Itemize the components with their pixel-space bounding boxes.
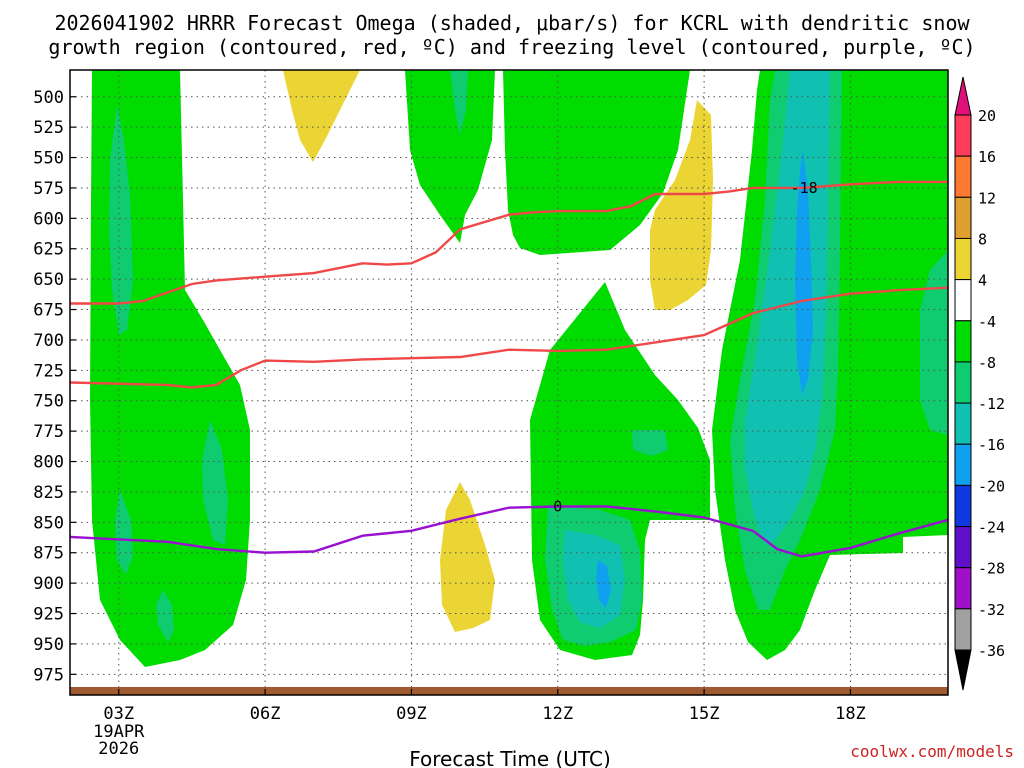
omega-region-center-blue (596, 560, 611, 608)
omega-region-yellow-a (283, 70, 360, 162)
colorbar-label: -32 (978, 601, 1005, 619)
colorbar-label: -8 (978, 354, 996, 372)
x-tick-label: 18Z (835, 704, 866, 724)
y-tick-label: 500 (33, 88, 64, 108)
freezing-contour-label: 0 (553, 498, 562, 516)
omega-region-left-teal-c (156, 590, 174, 642)
colorbar-swatch (954, 361, 972, 404)
colorbar-swatch (954, 114, 972, 157)
y-tick-label: 775 (33, 422, 64, 442)
x-tick-sublabel: 2026 (98, 739, 139, 759)
contour-lines (70, 180, 948, 558)
x-axis-label: Forecast Time (UTC) (409, 747, 611, 768)
plot-frame (69, 69, 949, 696)
y-tick-label: 975 (33, 665, 64, 685)
chart-title-line2: growth region (contoured, red, ºC) and f… (48, 35, 975, 59)
x-tick-label: 06Z (250, 704, 281, 724)
y-tick-label: 750 (33, 392, 64, 412)
y-tick-label: 725 (33, 361, 64, 381)
omega-region-mid-green-b (503, 70, 690, 255)
omega-region-left-teal-b (115, 490, 133, 575)
colorbar-swatch (954, 526, 972, 569)
colorbar-swatch (954, 608, 972, 651)
x-tick-sublabel: 19APR (93, 722, 145, 742)
y-tick-label: 900 (33, 574, 64, 594)
y-tick-label: 625 (33, 240, 64, 260)
freezing-level-contour (70, 505, 948, 558)
colorbar-label: 8 (978, 230, 987, 248)
colorbar-label: -20 (978, 477, 1005, 495)
colorbar-swatch (954, 567, 972, 610)
colorbar-label: 20 (978, 107, 996, 125)
colorbar-label: 16 (978, 148, 996, 166)
colorbar-label: 4 (978, 272, 987, 290)
grid-lines (70, 70, 948, 695)
colorbar-swatch (954, 484, 972, 528)
colorbar-label: -16 (978, 436, 1005, 454)
y-tick-label: 700 (33, 331, 64, 351)
colorbar-swatch (954, 237, 972, 281)
y-tick-label: 675 (33, 301, 64, 321)
ground-surface (70, 687, 948, 695)
omega-shading (70, 70, 948, 695)
x-tick-label: 03Z (103, 704, 134, 724)
y-tick-label: 850 (33, 513, 64, 533)
x-tick-label: 12Z (542, 704, 573, 724)
chart-title-line1: 2026041902 HRRR Forecast Omega (shaded, … (54, 11, 970, 35)
colorbar-swatch (954, 155, 972, 198)
colorbar-label: -28 (978, 560, 1005, 578)
omega-region-yellow-b (650, 100, 713, 310)
y-tick-label: 950 (33, 635, 64, 655)
colorbar-label: -36 (978, 642, 1005, 660)
dgz-bottom-contour (70, 286, 948, 389)
y-tick-label: 600 (33, 209, 64, 229)
omega-region-right-blue (795, 150, 813, 395)
omega-region-left-teal-a (109, 105, 133, 335)
y-tick-label: 575 (33, 179, 64, 199)
omega-region-mid-green-a (405, 70, 495, 243)
colorbar-swatch (954, 443, 972, 486)
y-tick-label: 550 (33, 149, 64, 169)
y-tick-label: 875 (33, 544, 64, 564)
omega-region-left-teal-d (202, 420, 228, 545)
y-tick-label: 525 (33, 118, 64, 138)
colorbar-swatch (954, 320, 972, 363)
omega-region-edge-teal (920, 250, 948, 435)
colorbar-label: -24 (978, 519, 1005, 537)
x-tick-label: 09Z (396, 704, 427, 724)
y-tick-label: 800 (33, 453, 64, 473)
colorbar-swatch (954, 279, 972, 322)
y-tick-label: 650 (33, 270, 64, 290)
colorbar-swatch (954, 402, 972, 445)
dgz-contour-label: -18 (791, 179, 818, 197)
colorbar: 20 16 12 8 4 -4 -8 -12 -16 -20 -24 -28 -32 -36 (954, 76, 1005, 691)
omega-region-center-teal-a (632, 430, 668, 456)
colorbar-label: 12 (978, 189, 996, 207)
colorbar-label: -4 (978, 313, 996, 331)
colorbar-swatch (954, 196, 972, 239)
dgz-top-contour (70, 180, 948, 305)
omega-region-right-cyan (745, 70, 830, 545)
credit-link[interactable]: coolwx.com/models (850, 742, 1014, 761)
colorbar-bottom-arrow (954, 649, 972, 691)
x-tick-label: 15Z (689, 704, 720, 724)
y-axis: 500 525 550 575 600 625 650 675 700 725 750 775 800 8… (33, 88, 76, 685)
y-tick-label: 825 (33, 483, 64, 503)
colorbar-label: -12 (978, 395, 1005, 413)
y-tick-label: 925 (33, 605, 64, 625)
omega-region-center-cyan (563, 530, 625, 628)
omega-region-mid-teal (450, 70, 468, 135)
